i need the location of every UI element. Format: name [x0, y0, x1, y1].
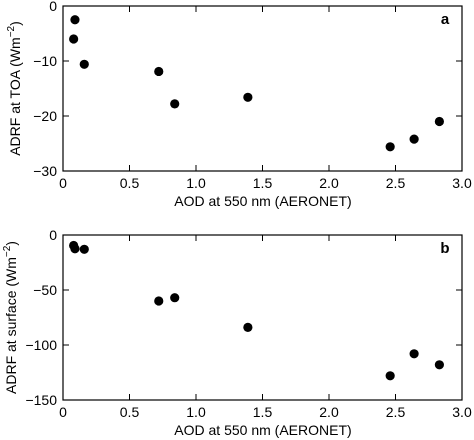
y-tick-label: −30	[33, 163, 57, 179]
plot-frame-b	[62, 234, 463, 401]
data-point	[170, 293, 180, 303]
x-tick-label: 2.5	[386, 175, 406, 191]
tick-labels-a: 0 0.5 1.0 1.5 2.0 2.5 3.0 0 −10 −20 −30	[33, 0, 472, 191]
x-tick-label: 0.5	[120, 404, 140, 420]
data-point	[70, 244, 80, 254]
panel-letter-a: a	[441, 11, 450, 28]
panel-a: 0 0.5 1.0 1.5 2.0 2.5 3.0 0 −10 −20 −30 a AOD at 5…	[6, 0, 472, 209]
y-axis-title-b-sup: −2	[2, 245, 13, 257]
y-axis-title-b: ADRF at surface (Wm−2)	[2, 241, 19, 394]
x-axis-title-a: AOD at 550 nm (AERONET)	[174, 193, 351, 209]
data-point	[154, 66, 164, 77]
x-tick-label: 2.0	[319, 175, 339, 191]
ticks-a	[62, 5, 463, 172]
tick-labels-b: 0 0.5 1.0 1.5 2.0 2.5 3.0 0 −50 −100 −150	[25, 227, 471, 420]
x-tick-label: 0.5	[120, 175, 140, 191]
data-point	[434, 116, 444, 127]
y-axis-title-a-end: )	[7, 21, 23, 26]
data-point	[385, 142, 395, 152]
y-tick-label: −10	[33, 53, 57, 69]
data-point	[243, 92, 253, 102]
panel-b: 0 0.5 1.0 1.5 2.0 2.5 3.0 0 −50 −100 −150 b AOD at…	[2, 227, 472, 438]
y-axis-title-a: ADRF at TOA (Wm−2)	[6, 21, 23, 156]
points-a	[69, 15, 444, 152]
x-tick-label: 0	[59, 175, 67, 191]
data-point	[409, 349, 419, 359]
y-axis-title-b-end: )	[3, 241, 19, 246]
panel-letter-b: b	[440, 240, 449, 257]
y-tick-label: 0	[49, 0, 57, 14]
data-point	[434, 360, 444, 370]
y-axis-title-a-main: ADRF at TOA (Wm	[7, 37, 23, 156]
x-tick-label: 2.5	[386, 404, 406, 420]
x-tick-label: 0	[59, 404, 67, 420]
x-axis-title-b: AOD at 550 nm (AERONET)	[174, 422, 351, 438]
data-point	[69, 34, 79, 44]
x-tick-label: 3.0	[452, 175, 472, 191]
data-point	[79, 59, 89, 69]
data-point	[385, 371, 395, 381]
x-tick-label: 3.0	[452, 404, 472, 420]
y-axis-title-b-main: ADRF at surface (Wm	[3, 257, 19, 394]
y-tick-label: −50	[33, 282, 57, 298]
data-point	[243, 322, 253, 332]
y-tick-label: −20	[33, 108, 57, 124]
x-tick-label: 1.5	[253, 404, 273, 420]
x-tick-label: 1.5	[253, 175, 273, 191]
data-point	[409, 134, 419, 144]
x-tick-label: 2.0	[319, 404, 339, 420]
plot-frame-a	[62, 5, 463, 172]
data-point	[154, 296, 164, 306]
data-point	[170, 99, 180, 109]
data-point	[79, 244, 89, 254]
points-b	[69, 240, 444, 381]
y-axis-title-a-sup: −2	[6, 25, 17, 37]
x-tick-label: 1.0	[186, 404, 206, 420]
x-tick-label: 1.0	[186, 175, 206, 191]
data-point	[70, 15, 80, 25]
y-tick-label: −150	[25, 392, 57, 408]
y-tick-label: −100	[25, 337, 57, 353]
y-tick-label: 0	[49, 227, 57, 243]
ticks-b	[62, 234, 463, 401]
